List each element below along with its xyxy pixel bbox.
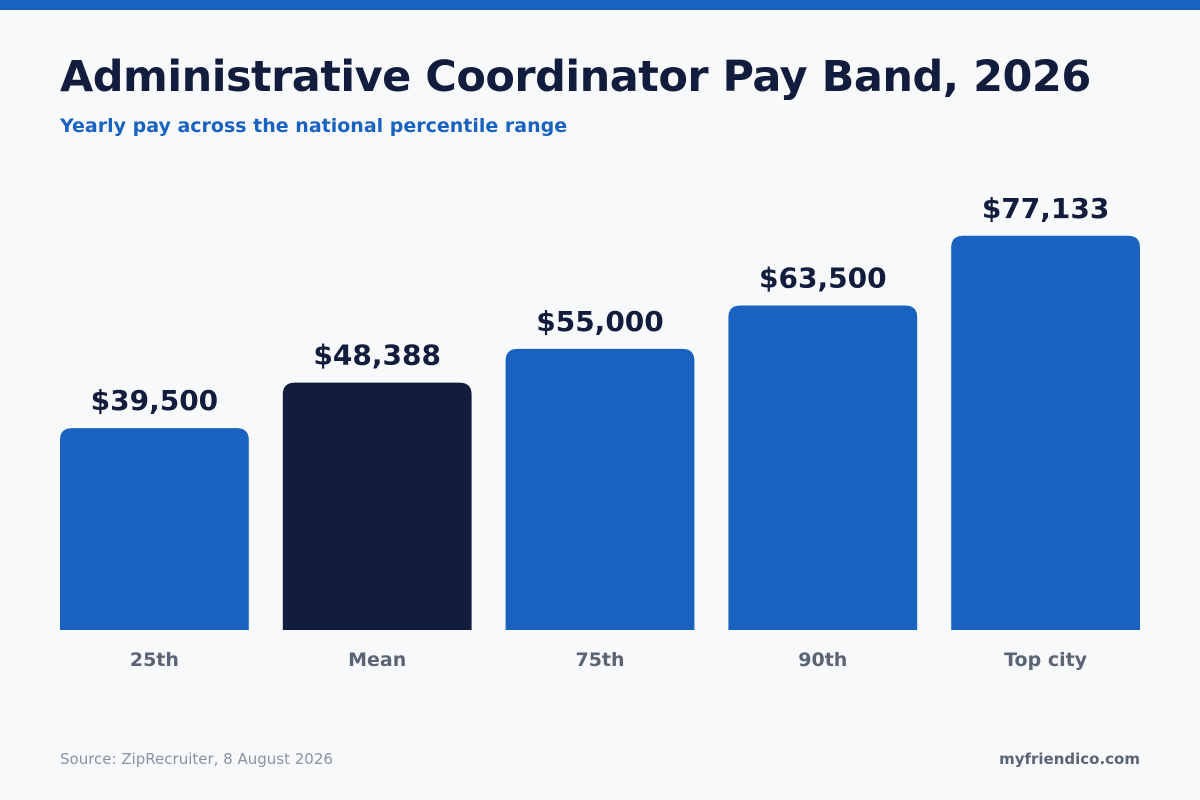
category-label: 90th [798, 649, 847, 671]
value-label: $39,500 [91, 384, 219, 417]
value-label: $63,500 [759, 261, 887, 294]
bar-90th [728, 305, 918, 630]
value-label: $55,000 [536, 305, 664, 338]
bar-mean [282, 382, 472, 630]
chart-subtitle: Yearly pay across the national percentil… [60, 115, 568, 137]
category-label: Top city [1004, 649, 1088, 671]
value-label: $77,133 [982, 192, 1110, 225]
brand-link[interactable]: myfriendico.com [999, 750, 1140, 768]
source-note: Source: ZipRecruiter, 8 August 2026 [60, 750, 333, 768]
chart-title: Administrative Coordinator Pay Band, 202… [60, 52, 1091, 102]
top-accent-bar [0, 0, 1200, 10]
value-label: $48,388 [313, 339, 441, 372]
bar-top-city [951, 235, 1140, 631]
category-label: 75th [575, 649, 624, 671]
category-label: Mean [348, 649, 406, 671]
bar-25th [60, 428, 249, 630]
category-label: 25th [130, 649, 179, 671]
bar-75th [505, 348, 695, 630]
